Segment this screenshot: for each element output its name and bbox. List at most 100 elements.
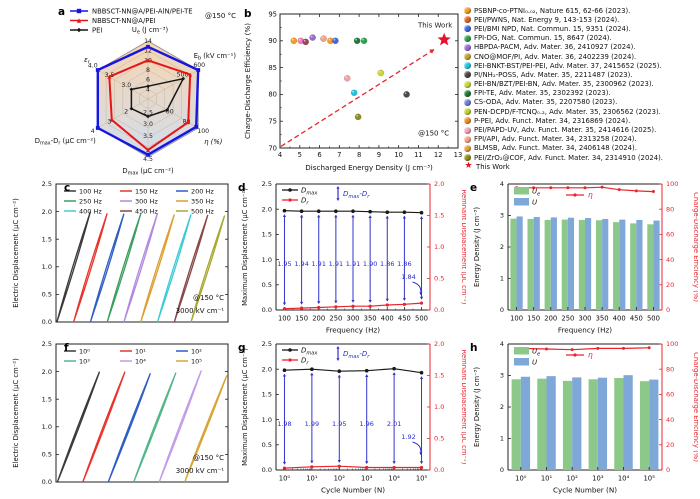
x-axis-title: Cycle Number (N) xyxy=(321,486,385,495)
this-work-label: This Work xyxy=(417,22,453,30)
legend-label-u: U xyxy=(532,199,537,207)
x-axis-title: Cycle Number (N) xyxy=(553,486,617,495)
radar-legend-entry: PEI xyxy=(70,27,102,35)
y-axis-title-left: Maximum Displacement (µC cm⁻²) xyxy=(241,348,249,466)
y-tick-label-left: 2 xyxy=(500,403,504,411)
panel-letter-f: f xyxy=(64,342,69,354)
loops-legend-label: 10³ xyxy=(79,357,90,365)
legend-text: PEI-BN/BZT/PEI-BN, Adv. Mater. 35, 23009… xyxy=(474,80,654,89)
legend-item: PEI/BMI NPD, Nat. Commun. 15, 9351 (2024… xyxy=(464,24,698,33)
y-tick-label: 85 xyxy=(268,64,277,72)
y-tick-label: 2.5 xyxy=(42,180,52,188)
x-tick-label: 10 xyxy=(394,151,403,159)
loops-legend-label: 10² xyxy=(191,347,202,355)
legend-item: PEN-DCPD/F-TCNQ₀.₂, Adv. Mater. 35, 2306… xyxy=(464,107,698,116)
legend-text: CNO@MOF/PI, Adv. Mater. 36, 2402239 (202… xyxy=(474,52,637,61)
radar-tick-label: 6 xyxy=(146,77,150,84)
y-tick-label-right: 80 xyxy=(666,365,674,373)
displacement-cycles-chart: 0.0 0.5 1.0 1.5 2.0 2.5 0.0 0.5 1.0 1.5 2.0 10⁰ 10¹ 1… xyxy=(241,340,466,495)
loops-legend-entry: 300 Hz xyxy=(120,197,158,205)
x-tick-label: 11 xyxy=(414,151,423,159)
x-tick-label: 450 xyxy=(630,315,643,323)
radar-tick-label: 60 xyxy=(166,109,174,116)
panel-b: b 4 5 6 7 8 9 10 11 12 13 70 75 80 85 90 95 Discharged E… xyxy=(240,2,462,178)
x-tick-label: 500 xyxy=(647,315,660,323)
panel-g: g 0.0 0.5 1.0 1.5 2.0 2.5 0.0 0.5 1.0 1.5 2.0 10⁰ 10… xyxy=(236,340,466,498)
legend-text: FPI-TE, Adv. Mater. 35, 2302392 (2023). xyxy=(474,89,611,98)
legend-dot-icon xyxy=(464,16,471,24)
panel-letter-g: g xyxy=(238,342,246,354)
legend-dot-icon xyxy=(464,117,471,125)
loops-legend-entry: 10³ xyxy=(64,357,90,365)
radar-axis-label-eta: η (%) xyxy=(204,138,222,146)
bar-u xyxy=(516,216,523,310)
y-tick-label-left: 0 xyxy=(500,466,504,474)
radar-axis-label-dmax: Dmax (µC cm⁻²) xyxy=(122,167,174,177)
pe-loops-cycles-chart: 0.0 0.5 1.0 1.5 2.0 2.5 Electric Displacement … xyxy=(12,340,229,486)
loops-legend-label: 150 Hz xyxy=(135,187,158,195)
x-tick-label: 450 xyxy=(398,315,411,323)
legend-dot-icon xyxy=(464,135,471,143)
y-tick-label-right: 1.5 xyxy=(434,372,444,380)
bar-ue xyxy=(639,381,650,470)
y-tick-label-right: 1.0 xyxy=(434,243,444,251)
y-tick-label: 2.5 xyxy=(42,340,52,348)
legend-text: PEI/PAPD-UV, Adv. Funct. Mater. 35, 2414… xyxy=(474,126,657,135)
x-tick-label: 10⁰ xyxy=(279,475,291,483)
legend-item: PI/NH₂-POSS, Adv. Mater. 35, 2211487 (20… xyxy=(464,70,698,79)
legend-dot-icon xyxy=(464,34,471,42)
panel-letter-d: d xyxy=(238,182,246,194)
y-tick-label-right: 80 xyxy=(666,205,674,213)
scatter-point xyxy=(350,89,358,97)
eta-line xyxy=(520,347,650,351)
condition-label: @150 °C xyxy=(193,294,224,302)
x-tick-label: 200 xyxy=(312,315,325,323)
scatter-point xyxy=(353,37,361,45)
x-tick-label: 150 xyxy=(527,315,540,323)
loops-legend-entry: 10⁰ xyxy=(64,347,90,355)
bar-u xyxy=(636,219,643,310)
panel-c: c 0.0 0.5 1.0 1.5 2.0 2.5 Electric Displacemen… xyxy=(6,180,234,338)
y-axis-title-left: Energy Density (J cm⁻³) xyxy=(473,207,481,287)
x-tick-label: 100 xyxy=(510,315,523,323)
loops-legend-entry: 150 Hz xyxy=(120,187,158,195)
y-tick-label-left: 0 xyxy=(500,306,504,314)
legend-text: PEI-BNKT-BST/PEI-PEI, Adv. Mater. 37, 24… xyxy=(474,61,662,70)
loops-legend-label: 10¹ xyxy=(135,347,146,355)
x-tick-label: 10¹ xyxy=(306,475,318,483)
y-tick-label-left: 1.0 xyxy=(262,416,272,424)
bar-u xyxy=(520,376,531,470)
y-tick-label-left: 3 xyxy=(500,372,504,380)
y-axis-title: Electric Displacement (µC cm⁻²) xyxy=(12,198,20,308)
legend-dot-icon xyxy=(464,108,471,116)
diff-value-label: 1.98 xyxy=(277,420,291,428)
radar-tick-label: 100 xyxy=(197,128,209,135)
field-label: 3000 kV cm⁻¹ xyxy=(176,467,224,475)
y-tick-label-right: 0.0 xyxy=(434,466,444,474)
dr-line xyxy=(284,465,422,469)
y-tick-label-left: 3 xyxy=(500,212,504,220)
radar-tick-label: 3 xyxy=(108,118,112,125)
legend-label-diff: Dmax-Dr xyxy=(343,190,370,200)
x-tick-label: 400 xyxy=(381,315,394,323)
legend-text: PI/NH₂-POSS, Adv. Mater. 35, 2211487 (20… xyxy=(474,70,633,79)
loops-legend-label: 10⁴ xyxy=(135,357,146,365)
pe-loop-5 xyxy=(184,375,228,483)
field-label: 3000 kV cm⁻¹ xyxy=(176,307,224,315)
radar-legend-entry: NBBSCT-NN@A/PEI xyxy=(70,17,156,25)
legend-item: PEI/PAPD-UV, Adv. Funct. Mater. 35, 2414… xyxy=(464,125,698,134)
pe-loops-frequency-chart: 0.0 0.5 1.0 1.5 2.0 2.5 Electric Displacement … xyxy=(12,180,229,326)
legend-text: CS-ODA, Adv. Mater. 35, 2207580 (2023). xyxy=(474,98,618,107)
panel-e: e 0 1 2 3 4 0 20 40 60 80 100 100 150 200 250 300 350 400… xyxy=(468,180,698,338)
loops-legend-entry: 10⁵ xyxy=(176,357,202,365)
x-tick-label: 250 xyxy=(561,315,574,323)
y-tick-label: 1.0 xyxy=(42,263,52,271)
x-tick-label: 4 xyxy=(278,151,282,159)
y-tick-label: 0.5 xyxy=(42,451,52,459)
x-tick-label: 350 xyxy=(596,315,609,323)
diff-value-label: 1.94 xyxy=(294,260,308,268)
x-tick-label: 5 xyxy=(298,151,302,159)
diff-value-label: 1.90 xyxy=(363,260,377,268)
